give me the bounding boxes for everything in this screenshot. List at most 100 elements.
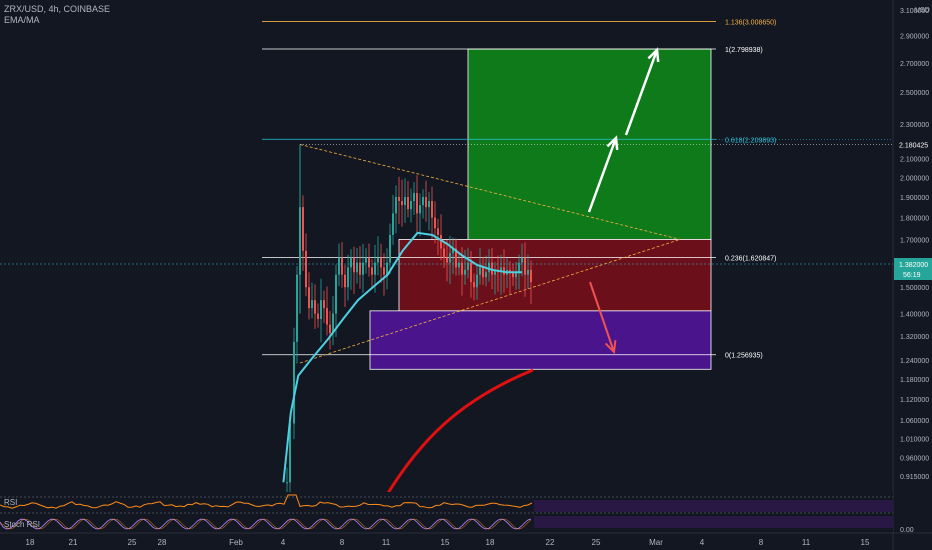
- candle-body: [452, 248, 454, 254]
- candle-body: [308, 287, 310, 309]
- fib-label-0-236: 0.236(1.620847): [725, 256, 776, 263]
- candle-body: [527, 269, 529, 275]
- candle-body: [293, 341, 295, 424]
- candle-body: [512, 272, 514, 278]
- x-tick-label: 11: [382, 538, 391, 547]
- x-tick-label: 25: [592, 538, 601, 547]
- candle-body: [368, 257, 370, 268]
- candle-body: [485, 272, 487, 278]
- fib-label-1-136: 1.136(3.008650): [725, 19, 776, 26]
- candle-body: [389, 234, 391, 263]
- candle-body: [443, 248, 445, 258]
- risk-box: [398, 239, 712, 312]
- indicator-title: EMA/MA: [4, 15, 40, 25]
- candle-body: [470, 262, 472, 283]
- fib-label-0: 0(1.256935): [725, 353, 763, 360]
- y-tick-label: 2.900000: [900, 33, 929, 40]
- candle-body: [317, 313, 319, 320]
- candle-body: [449, 253, 451, 263]
- candle-body: [314, 300, 316, 314]
- chart-header: ZRX/USD, 4h, COINBASE EMA/MA: [4, 4, 110, 26]
- x-tick-label: 15: [441, 538, 450, 547]
- x-tick-label: 21: [69, 538, 78, 547]
- rsi-band-bg: [534, 500, 893, 512]
- y-tick-label: 1.400000: [900, 312, 929, 319]
- y-tick-label: 0.960000: [900, 456, 929, 463]
- candle-body: [347, 267, 349, 288]
- candle-body: [521, 257, 523, 263]
- candle-body: [422, 196, 424, 206]
- x-tick-label: 4: [700, 538, 705, 547]
- candle-body: [365, 257, 367, 263]
- fib-label-0-618: 0.618(2.209893): [725, 137, 776, 144]
- x-tick-label: 4: [281, 538, 286, 547]
- candle-body: [488, 262, 490, 273]
- candle-body: [509, 269, 511, 273]
- candle-body: [398, 196, 400, 201]
- candle-body: [353, 257, 355, 273]
- candle-body: [286, 482, 288, 484]
- fib-label-1: 1(2.798938): [725, 47, 763, 54]
- candle-body: [515, 272, 517, 278]
- candle-body: [332, 313, 334, 334]
- y-tick-label: 1.010000: [900, 436, 929, 443]
- candle-body: [494, 269, 496, 275]
- candle-body: [524, 257, 526, 275]
- candle-body: [440, 234, 442, 249]
- x-tick-label: 18: [486, 538, 495, 547]
- candle-body: [413, 192, 415, 201]
- stoch-d-line: [0, 518, 532, 530]
- candle-body: [344, 274, 346, 288]
- x-tick-label: 11: [802, 538, 811, 547]
- candle-body: [335, 274, 337, 314]
- candle-body: [434, 217, 436, 229]
- y-tick-label: 1.900000: [900, 195, 929, 202]
- y-tick-label: 3.100000: [900, 8, 929, 15]
- x-tick-label: 28: [158, 538, 167, 547]
- y-tick-label: 2.100000: [900, 157, 929, 164]
- candle-body: [404, 196, 406, 206]
- ema-line: [282, 231, 522, 483]
- candle-body: [473, 282, 475, 288]
- y-tick-label: 1.500000: [900, 285, 929, 292]
- candle-body: [416, 192, 418, 214]
- high-price-tag-bg: [894, 138, 932, 151]
- up-arrow-upper-head: [647, 47, 660, 63]
- y-tick-label: 1.800000: [900, 216, 929, 223]
- y-tick-label: 0.915000: [900, 474, 929, 481]
- x-tick-label: Mar: [649, 538, 663, 547]
- candle-body: [289, 423, 291, 483]
- y-tick-label: 2.500000: [900, 90, 929, 97]
- y-tick-label: 1.320000: [900, 334, 929, 341]
- down-arrow: [589, 281, 615, 353]
- x-tick-label: 22: [546, 538, 555, 547]
- x-tick-label: 8: [340, 538, 345, 547]
- y-tick-label: 1.240000: [900, 358, 929, 365]
- support-box: [369, 310, 712, 370]
- candle-body: [323, 300, 325, 309]
- y-tick-label: 1.700000: [900, 237, 929, 244]
- candle-body: [392, 213, 394, 235]
- y-tick-label: 1.180000: [900, 377, 929, 384]
- candle-body: [338, 257, 340, 275]
- candle-body: [419, 205, 421, 214]
- x-tick-label: 15: [861, 538, 870, 547]
- candle-body: [464, 269, 466, 275]
- candle-body: [362, 262, 364, 275]
- candle-body: [329, 324, 331, 334]
- rsi-label: RSI: [4, 498, 18, 507]
- candle-body: [500, 267, 502, 273]
- candle-body: [431, 200, 433, 218]
- y-tick-label: 2.000000: [900, 175, 929, 182]
- high-price-tag: 2.180425: [899, 142, 928, 149]
- rsi-line: [0, 494, 533, 509]
- candle-body: [341, 257, 343, 275]
- candle-body: [518, 262, 520, 273]
- candle-body: [458, 262, 460, 268]
- gold-tag-bg: [894, 15, 932, 27]
- candle-body: [377, 257, 379, 263]
- y-tick-label: 1.060000: [900, 418, 929, 425]
- candle-body: [491, 262, 493, 275]
- candle-body: [410, 200, 412, 210]
